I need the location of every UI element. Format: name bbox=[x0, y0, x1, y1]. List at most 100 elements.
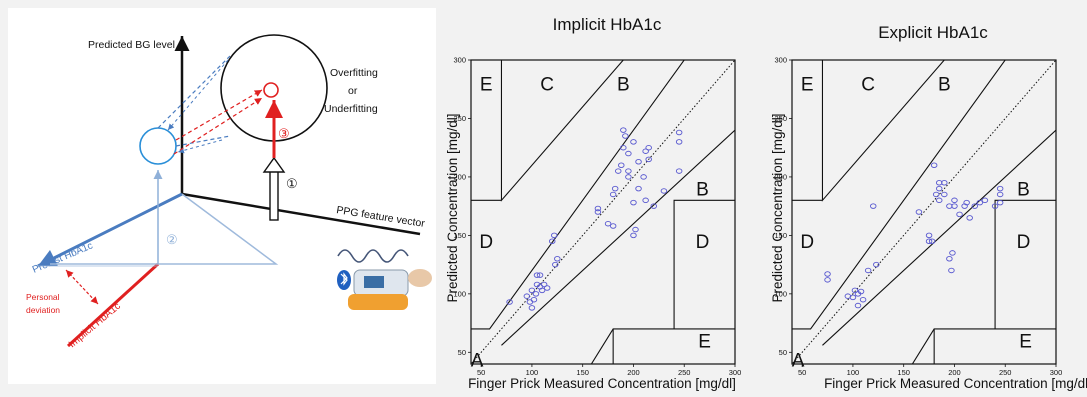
feature-arrow-head bbox=[262, 156, 286, 173]
data-point bbox=[506, 299, 513, 305]
x-tick-label: 200 bbox=[627, 368, 640, 377]
y-tick-label: 300 bbox=[453, 56, 466, 65]
plot-area bbox=[792, 60, 1056, 364]
y-axis-label: Predicted BG level bbox=[88, 39, 175, 51]
data-point bbox=[925, 238, 933, 244]
deviation-label-2: deviation bbox=[26, 305, 60, 315]
zone-b-lower-boundary bbox=[822, 129, 1056, 346]
data-point bbox=[946, 256, 953, 262]
zone-label: B bbox=[938, 74, 951, 95]
marker-2: ② bbox=[166, 232, 178, 247]
data-point bbox=[645, 156, 652, 163]
data-point bbox=[951, 197, 958, 204]
marker-1: ① bbox=[286, 176, 298, 191]
data-point bbox=[625, 150, 632, 157]
projection-lines bbox=[158, 193, 279, 265]
data-point bbox=[614, 168, 622, 174]
dashed-red-arrow-2 bbox=[173, 97, 263, 155]
data-point bbox=[540, 281, 548, 288]
data-point bbox=[857, 288, 865, 295]
dashed-red-arrow-1 bbox=[175, 89, 263, 141]
data-point bbox=[925, 232, 933, 239]
ppg-waveform-icon bbox=[337, 249, 409, 263]
zone-label: A bbox=[471, 350, 484, 371]
data-point bbox=[849, 294, 857, 301]
data-point bbox=[675, 129, 683, 136]
data-point bbox=[594, 209, 602, 215]
data-point bbox=[528, 305, 536, 311]
data-point bbox=[625, 174, 632, 180]
zone-label: C bbox=[861, 74, 875, 95]
dashed-blue-arrow-1 bbox=[167, 59, 229, 131]
y-tick-label: 200 bbox=[453, 172, 466, 181]
y-tick-label: 50 bbox=[779, 348, 787, 357]
data-point bbox=[976, 199, 984, 206]
circle-label-2: or bbox=[348, 85, 358, 97]
zone-d-right-boundary bbox=[994, 199, 1056, 329]
data-point bbox=[675, 139, 683, 145]
data-point bbox=[956, 211, 963, 218]
x-axis-line bbox=[181, 192, 421, 236]
y-tick-label: 300 bbox=[774, 56, 787, 65]
pretest-circle bbox=[139, 127, 177, 165]
data-point bbox=[523, 293, 531, 299]
x-tick-label: 300 bbox=[729, 368, 742, 377]
data-point bbox=[941, 180, 948, 186]
data-point bbox=[859, 296, 867, 303]
data-point bbox=[630, 232, 637, 239]
x-tick-label: 250 bbox=[999, 368, 1012, 377]
marker-3: ③ bbox=[278, 126, 290, 141]
data-point bbox=[530, 296, 538, 303]
data-point bbox=[951, 203, 958, 209]
data-point bbox=[625, 168, 632, 174]
zone-b-upper-boundary bbox=[792, 60, 1006, 330]
zone-c-upper-boundary bbox=[821, 60, 946, 202]
implicit-circle bbox=[263, 82, 279, 98]
data-point bbox=[618, 162, 625, 168]
data-point bbox=[630, 139, 637, 145]
data-point bbox=[851, 287, 859, 294]
x-tick-label: 50 bbox=[477, 368, 485, 377]
data-point bbox=[528, 287, 536, 294]
data-point bbox=[996, 199, 1004, 206]
zone-label: B bbox=[696, 180, 709, 201]
chart-explicit-hba1c: Explicit HbA1c Finger Prick Measured Con… bbox=[768, 8, 1087, 392]
data-point bbox=[854, 302, 862, 309]
plot-frame bbox=[791, 59, 1057, 365]
dashed-blue-line-1 bbox=[157, 55, 231, 129]
data-point bbox=[533, 272, 541, 278]
data-point bbox=[645, 144, 652, 151]
data-point bbox=[622, 133, 629, 139]
data-point bbox=[630, 199, 637, 206]
zone-d-right-boundary bbox=[673, 199, 735, 329]
data-point bbox=[611, 185, 619, 192]
data-point bbox=[824, 277, 831, 283]
zone-label: E bbox=[480, 74, 493, 95]
data-point bbox=[996, 185, 1004, 192]
data-point bbox=[946, 203, 953, 209]
x-tick-label: 100 bbox=[847, 368, 860, 377]
y-tick-label: 150 bbox=[453, 231, 466, 240]
implicit-axis-label: Implicit HbA1c bbox=[67, 301, 123, 351]
zone-label: E bbox=[1019, 332, 1032, 353]
data-point bbox=[548, 238, 556, 244]
data-point bbox=[594, 205, 602, 212]
data-point bbox=[941, 191, 948, 198]
x-axis-label: Finger Prick Measured Concentration [mg/… bbox=[824, 376, 1087, 391]
data-point bbox=[642, 197, 649, 204]
circle-label-3: Underfitting bbox=[324, 103, 378, 115]
data-point bbox=[963, 199, 970, 206]
plot-area bbox=[471, 60, 735, 364]
zone-label: D bbox=[696, 232, 710, 253]
zone-c-upper-boundary bbox=[500, 60, 625, 202]
deviation-arrow bbox=[65, 269, 99, 305]
data-point bbox=[660, 188, 668, 194]
zone-b-upper-boundary bbox=[471, 60, 685, 330]
data-point bbox=[935, 197, 943, 204]
data-point bbox=[928, 238, 936, 244]
data-point bbox=[526, 299, 534, 305]
x-tick-label: 200 bbox=[948, 368, 961, 377]
zone-label: D bbox=[479, 232, 493, 253]
data-point bbox=[536, 272, 544, 278]
data-point bbox=[675, 168, 683, 174]
